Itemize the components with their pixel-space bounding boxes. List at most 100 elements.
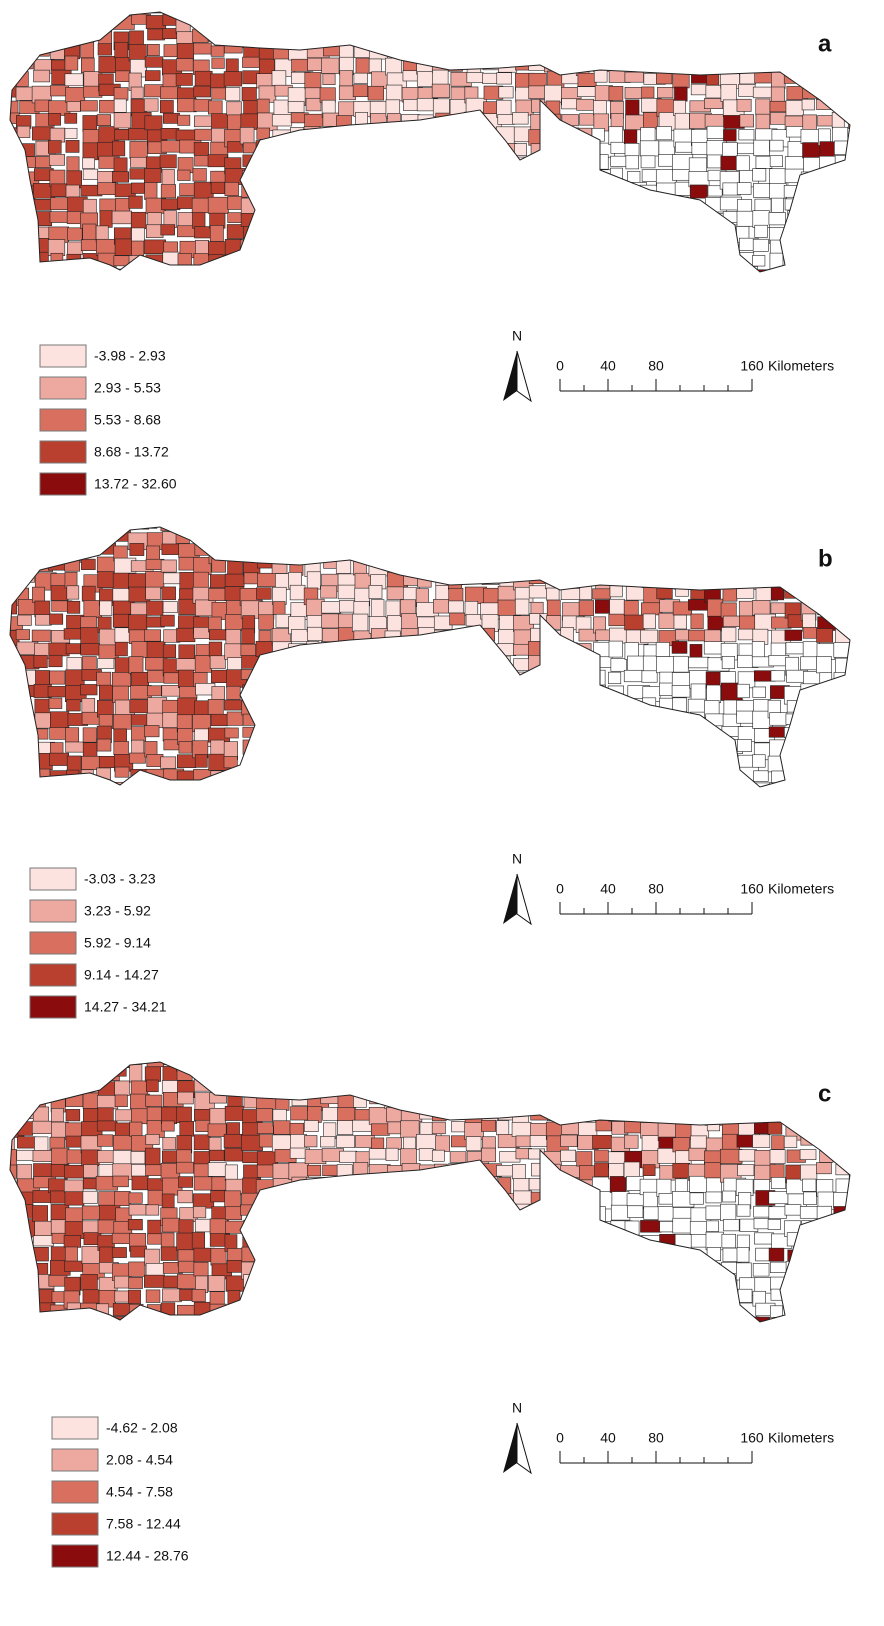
municipality	[274, 1121, 290, 1135]
municipality	[242, 87, 256, 100]
municipality	[50, 515, 64, 527]
municipality	[259, 1080, 280, 1095]
municipality	[241, 644, 256, 656]
municipality	[515, 200, 534, 211]
municipality	[433, 29, 446, 39]
municipality	[307, 1079, 324, 1094]
municipality	[770, 58, 786, 72]
municipality	[416, 1134, 436, 1149]
municipality	[769, 561, 789, 573]
municipality	[688, 657, 709, 668]
municipality	[705, 1109, 726, 1126]
municipality	[595, 739, 616, 754]
municipality	[145, 116, 162, 130]
municipality	[579, 212, 594, 226]
municipality	[576, 571, 588, 581]
municipality	[450, 1051, 464, 1061]
municipality	[545, 1065, 558, 1081]
municipality	[448, 672, 468, 688]
municipality	[736, 156, 749, 171]
municipality	[320, 253, 340, 269]
municipality	[561, 1150, 576, 1162]
municipality	[481, 1095, 503, 1111]
municipality	[594, 516, 612, 531]
municipality	[641, 1067, 653, 1079]
municipality	[65, 56, 78, 70]
municipality	[482, 518, 502, 529]
municipality	[721, 532, 736, 543]
municipality	[323, 713, 336, 728]
municipality	[403, 659, 421, 676]
municipality	[656, 73, 672, 84]
municipality	[401, 686, 415, 698]
municipality	[529, 32, 549, 49]
municipality	[802, 1080, 815, 1092]
municipality	[401, 228, 415, 241]
municipality	[786, 573, 803, 585]
municipality	[705, 1162, 721, 1178]
municipality	[65, 558, 80, 571]
municipality	[513, 112, 529, 124]
municipality	[624, 1236, 644, 1253]
municipality	[707, 1305, 727, 1322]
municipality	[4, 700, 26, 716]
municipality	[417, 1093, 430, 1108]
municipality	[225, 728, 238, 738]
municipality	[640, 1052, 659, 1067]
municipality	[770, 1317, 786, 1334]
municipality	[353, 158, 375, 174]
municipality	[67, 101, 80, 111]
municipality	[211, 740, 225, 755]
municipality	[641, 1106, 662, 1122]
municipality	[672, 641, 687, 653]
municipality	[260, 1052, 276, 1063]
municipality	[0, 1066, 16, 1082]
municipality	[787, 700, 799, 712]
municipality	[434, 740, 450, 758]
municipality	[563, 1292, 579, 1303]
municipality	[419, 1318, 434, 1332]
municipality	[288, 227, 307, 241]
municipality	[641, 44, 660, 56]
municipality	[674, 615, 687, 629]
municipality	[577, 644, 591, 662]
municipality	[434, 530, 451, 547]
municipality	[498, 240, 517, 258]
municipality	[432, 84, 449, 98]
municipality	[691, 614, 703, 629]
municipality	[593, 798, 611, 810]
municipality	[513, 687, 529, 703]
municipality	[209, 1150, 224, 1161]
municipality	[131, 212, 146, 228]
municipality	[785, 281, 806, 296]
municipality	[688, 43, 708, 57]
municipality	[18, 1051, 34, 1069]
municipality	[307, 1264, 327, 1277]
municipality	[755, 545, 774, 561]
municipality	[225, 1319, 239, 1332]
municipality	[387, 1138, 402, 1150]
municipality	[147, 601, 163, 615]
municipality	[276, 713, 295, 727]
municipality	[754, 516, 766, 526]
municipality	[81, 1053, 100, 1066]
municipality	[17, 283, 29, 296]
municipality	[562, 558, 577, 574]
municipality	[418, 171, 436, 189]
municipality	[625, 769, 645, 781]
municipality	[0, 30, 20, 45]
municipality	[657, 1318, 678, 1331]
municipality	[515, 1220, 535, 1233]
municipality	[128, 1290, 140, 1304]
municipality	[658, 225, 679, 239]
municipality	[658, 32, 680, 46]
municipality	[273, 798, 289, 809]
municipality	[464, 712, 480, 724]
municipality	[627, 1248, 644, 1258]
municipality	[20, 571, 35, 582]
municipality	[292, 283, 312, 298]
municipality	[817, 713, 831, 730]
municipality	[644, 57, 664, 68]
municipality	[290, 1333, 303, 1347]
municipality	[147, 686, 161, 696]
